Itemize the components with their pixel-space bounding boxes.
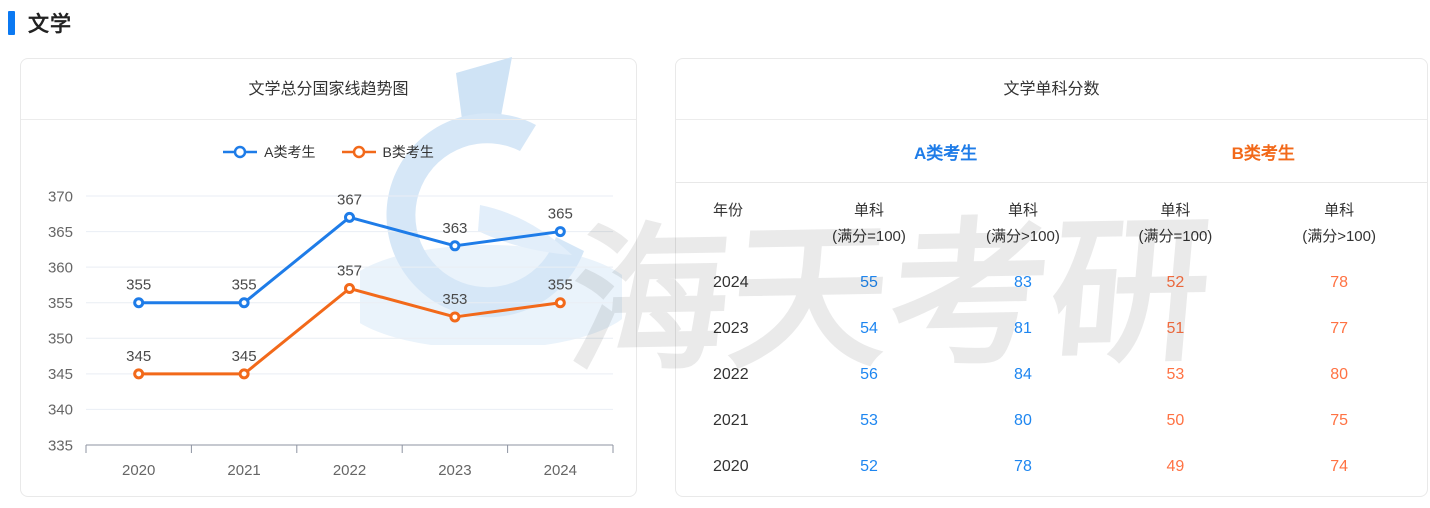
svg-text:355: 355 bbox=[232, 277, 257, 294]
score-cell-a1: 55 bbox=[860, 274, 878, 291]
legend-item-A类考生[interactable]: A类考生 bbox=[223, 142, 316, 162]
column-header-line1: 单科 bbox=[1324, 202, 1355, 219]
score-cell-a1: 52 bbox=[860, 458, 878, 475]
score-cell-a1: 56 bbox=[860, 366, 878, 383]
score-cell-b1: 50 bbox=[1166, 412, 1185, 429]
table-row: 2020 52 78 49 74 bbox=[676, 444, 1427, 490]
column-header-line1: 单科 bbox=[1007, 202, 1038, 219]
column-header-year: 年份 bbox=[676, 198, 792, 250]
score-cell-b1: 49 bbox=[1166, 458, 1185, 475]
score-cell-a2: 83 bbox=[1014, 274, 1032, 291]
chart-legend: A类考生 B类考生 bbox=[21, 139, 636, 165]
table-row: 2021 53 80 50 75 bbox=[676, 398, 1427, 444]
score-cell-b2: 80 bbox=[1330, 366, 1348, 383]
year-cell: 2022 bbox=[713, 366, 749, 383]
svg-text:363: 363 bbox=[442, 220, 467, 237]
svg-text:355: 355 bbox=[126, 277, 151, 294]
svg-text:353: 353 bbox=[442, 291, 467, 308]
section-accent-bar bbox=[8, 11, 15, 35]
column-header-line1: 单科 bbox=[853, 202, 884, 219]
score-cell-a1: 54 bbox=[860, 320, 878, 337]
trend-chart-svg: 335 340 345 350 355 360 365 370 2020 2021 2022 2023… bbox=[48, 188, 614, 479]
section-header: 文学 bbox=[8, 8, 72, 38]
score-cell-a2: 78 bbox=[1014, 458, 1032, 475]
legend-label: A类考生 bbox=[264, 144, 316, 160]
column-header-line2: (满分>100) bbox=[986, 228, 1060, 245]
score-cell-a2: 84 bbox=[1014, 366, 1032, 383]
table-row: 2023 54 81 51 77 bbox=[676, 306, 1427, 352]
column-header-line1: 单科 bbox=[1160, 202, 1191, 219]
trend-chart-card: 文学总分国家线趋势图 A类考生 B类考生 335 340 345 350 355 360 36… bbox=[20, 58, 637, 497]
svg-text:357: 357 bbox=[337, 262, 362, 279]
score-table-card: 文学单科分数 A类考生 B类考生 年份 单科 (满分=100) 单科 (满分>1… bbox=[675, 58, 1428, 497]
column-header-line2: (满分=100) bbox=[832, 228, 906, 245]
svg-text:2023: 2023 bbox=[438, 462, 471, 479]
svg-text:360: 360 bbox=[48, 259, 73, 276]
svg-text:350: 350 bbox=[48, 331, 73, 348]
column-header-b-single-1: 单科 (满分=100) bbox=[1100, 198, 1252, 250]
score-cell-a2: 80 bbox=[1014, 412, 1032, 429]
column-header-line2: (满分=100) bbox=[1138, 228, 1213, 245]
year-cell: 2020 bbox=[713, 458, 749, 475]
legend-label: B类考生 bbox=[382, 144, 434, 160]
score-cell-a2: 81 bbox=[1014, 320, 1032, 337]
legend-marker-icon bbox=[223, 145, 258, 159]
svg-text:340: 340 bbox=[48, 402, 73, 419]
svg-text:365: 365 bbox=[548, 206, 573, 223]
year-cell: 2023 bbox=[713, 320, 749, 337]
svg-text:2024: 2024 bbox=[544, 462, 577, 479]
legend-item-B类考生[interactable]: B类考生 bbox=[341, 142, 434, 162]
score-cell-b2: 74 bbox=[1330, 458, 1348, 475]
column-header-a-single-1: 单科 (满分=100) bbox=[792, 198, 947, 250]
svg-text:355: 355 bbox=[548, 277, 573, 294]
svg-text:365: 365 bbox=[48, 224, 73, 241]
score-cell-b1: 51 bbox=[1166, 320, 1185, 337]
table-row: 2024 55 83 52 78 bbox=[676, 260, 1427, 306]
svg-text:335: 335 bbox=[48, 437, 73, 454]
score-cell-b2: 75 bbox=[1330, 412, 1348, 429]
year-cell: 2024 bbox=[713, 274, 749, 291]
table-row: 2022 56 84 53 80 bbox=[676, 352, 1427, 398]
trend-chart[interactable]: 335 340 345 350 355 360 365 370 2020 2021 2022 2023… bbox=[21, 171, 636, 479]
svg-text:355: 355 bbox=[48, 295, 73, 312]
score-cell-b2: 77 bbox=[1330, 320, 1348, 337]
column-header-year-label: 年份 bbox=[713, 202, 744, 219]
column-header-b-single-2: 单科 (满分>100) bbox=[1251, 198, 1427, 250]
score-cell-b1: 52 bbox=[1166, 274, 1185, 291]
score-cell-a1: 53 bbox=[860, 412, 878, 429]
column-header-a-single-2: 单科 (满分>100) bbox=[946, 198, 1099, 250]
column-header-line2: (满分>100) bbox=[1302, 228, 1376, 245]
section-title: 文学 bbox=[28, 13, 72, 36]
svg-text:345: 345 bbox=[48, 366, 73, 383]
legend-marker-icon bbox=[341, 145, 376, 159]
svg-text:2020: 2020 bbox=[122, 462, 155, 479]
svg-text:2021: 2021 bbox=[227, 462, 260, 479]
group-header-b: B类考生 bbox=[1231, 143, 1295, 163]
group-header-a: A类考生 bbox=[913, 143, 978, 163]
table-group-header-row: A类考生 B类考生 bbox=[676, 120, 1427, 183]
svg-text:367: 367 bbox=[337, 191, 362, 208]
score-cell-b1: 53 bbox=[1166, 366, 1185, 383]
year-cell: 2021 bbox=[713, 412, 749, 429]
svg-text:345: 345 bbox=[126, 348, 151, 365]
svg-text:2022: 2022 bbox=[333, 462, 366, 479]
trend-chart-title: 文学总分国家线趋势图 bbox=[21, 59, 636, 120]
table-column-header-row: 年份 单科 (满分=100) 单科 (满分>100) 单科 (满分=100) 单… bbox=[676, 183, 1427, 260]
score-table-title: 文学单科分数 bbox=[676, 59, 1427, 120]
score-cell-b2: 78 bbox=[1330, 274, 1348, 291]
svg-text:370: 370 bbox=[48, 188, 73, 205]
svg-text:345: 345 bbox=[232, 348, 257, 365]
